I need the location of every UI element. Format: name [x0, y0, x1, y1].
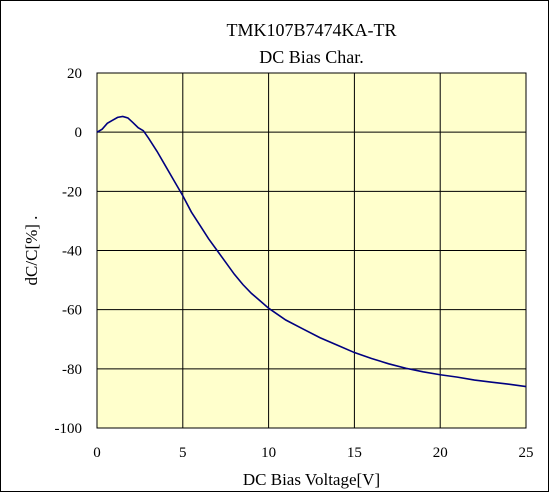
- chart-subtitle: DC Bias Char.: [259, 47, 364, 67]
- y-tick-label: 0: [75, 125, 83, 141]
- y-tick-label: 20: [67, 66, 82, 82]
- x-tick-label: 25: [519, 445, 534, 461]
- y-tick-label: -40: [62, 244, 82, 260]
- y-tick-label: -100: [55, 421, 83, 437]
- y-tick-label: -20: [62, 184, 82, 200]
- x-tick-label: 15: [347, 445, 362, 461]
- chart-title: TMK107B7474KA-TR: [227, 20, 397, 40]
- x-tick-label: 5: [179, 445, 187, 461]
- y-axis-label: dC/C[%] .: [22, 216, 41, 286]
- tick-labels: 0 5 10 15 20 25 20 0 -20 -40 -60 -80 -100: [55, 66, 534, 461]
- x-tick-label: 10: [261, 445, 276, 461]
- y-tick-label: -80: [62, 362, 82, 378]
- x-tick-label: 20: [433, 445, 448, 461]
- x-axis-label: DC Bias Voltage[V]: [243, 470, 380, 489]
- y-tick-label: -60: [62, 303, 82, 319]
- series-line: [96, 115, 527, 388]
- x-tick-label: 0: [93, 445, 101, 461]
- grid-lines: [96, 72, 527, 429]
